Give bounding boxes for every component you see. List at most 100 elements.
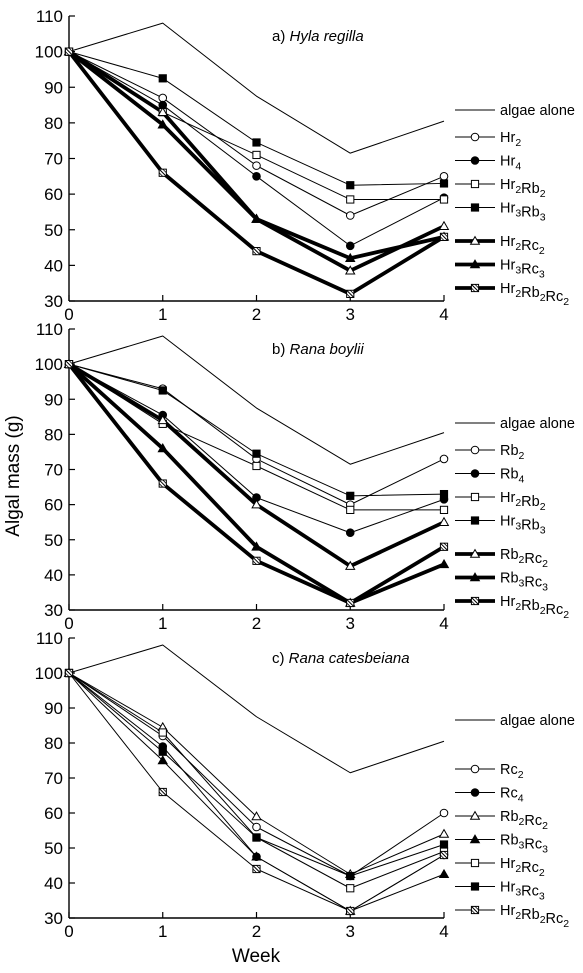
x-tick-label: 3 [346, 614, 355, 633]
y-tick-label: 110 [36, 7, 63, 26]
data-point [251, 541, 262, 551]
data-point [345, 211, 355, 220]
legend-label: Rb3Rc3 [500, 833, 548, 856]
x-tick-label: 0 [64, 305, 73, 324]
data-point [251, 499, 262, 509]
data-point [345, 528, 355, 538]
legend-label: Rb4 [500, 467, 525, 486]
legend-marker [470, 283, 480, 293]
data-point [345, 241, 355, 251]
series-line [68, 363, 445, 497]
data-point [64, 668, 74, 678]
legend-label: Rb2Rc2 [500, 547, 548, 570]
x-tick-label: 2 [252, 305, 261, 324]
legend-label: Hr3Rb3 [500, 514, 546, 537]
y-tick-label: 50 [44, 839, 63, 858]
x-tick-label: 4 [439, 922, 448, 941]
data-point [252, 864, 261, 874]
data-point [346, 906, 355, 916]
data-point [439, 172, 449, 181]
series-line [68, 22, 445, 154]
series-line [68, 672, 445, 877]
data-point [346, 195, 355, 204]
data-point [252, 461, 261, 471]
data-point [64, 360, 74, 369]
legend-marker [470, 882, 480, 891]
data-point [252, 822, 261, 832]
data-point [438, 828, 450, 838]
legend-label: Hr2Rc2 [500, 234, 545, 257]
legend-label: algae alone [500, 713, 575, 729]
legend-label: Hr2Rb2 [500, 490, 546, 513]
legend-label: Hr2Rc2 [500, 856, 545, 879]
data-point [158, 74, 167, 83]
legend-label: Hr2Rb2Rc2 [500, 281, 569, 308]
legend-marker [469, 810, 481, 820]
data-point [64, 47, 74, 56]
data-point [252, 138, 261, 147]
data-point [439, 232, 449, 241]
y-tick-label: 50 [44, 531, 63, 550]
data-point [251, 851, 262, 861]
legend-marker [470, 492, 480, 502]
y-tick-label: 100 [35, 43, 63, 62]
series-line [68, 672, 445, 875]
data-point [439, 454, 449, 464]
data-point [158, 386, 167, 395]
legend-marker [470, 132, 480, 142]
x-tick-label: 0 [64, 922, 73, 941]
y-axis-label: Algal mass (g) [3, 415, 24, 536]
x-axis-label: Week [232, 946, 281, 967]
data-point [252, 833, 261, 842]
panel-title: a) Hyla regilla [272, 28, 364, 45]
legend-label: Hr2Rb2 [500, 177, 546, 200]
data-point [439, 808, 449, 818]
panel-b: 30 40 50 60 70 80 90 100 110 0 1 2 3 4 b) Rana boylii a… [35, 320, 575, 633]
y-tick-label: 40 [44, 566, 63, 585]
y-tick-label: 90 [44, 78, 63, 97]
data-point [439, 840, 449, 849]
legend-label: Hr3Rb3 [500, 201, 546, 224]
panel-title: b) Rana boylii [272, 341, 364, 358]
legend-marker [470, 905, 480, 915]
legend-label: Hr4 [500, 154, 521, 173]
x-tick-label: 4 [439, 305, 448, 324]
y-tick-label: 80 [44, 734, 63, 753]
data-point [158, 787, 167, 797]
y-tick-label: 60 [44, 496, 63, 515]
legend-label: Rc4 [500, 786, 524, 805]
data-point [158, 728, 167, 737]
x-tick-label: 2 [252, 922, 261, 941]
legend-marker [470, 203, 480, 212]
y-tick-label: 80 [44, 114, 63, 133]
legend-marker [470, 858, 480, 868]
data-point [346, 884, 355, 893]
y-tick-label: 100 [35, 355, 63, 374]
y-tick-label: 30 [44, 292, 63, 311]
legend-marker [470, 788, 480, 797]
x-tick-label: 1 [158, 305, 167, 324]
legend-label: Hr2Rb2Rc2 [500, 903, 569, 930]
legend-marker [470, 445, 480, 455]
series-line [68, 51, 445, 216]
legend-label: Rc2 [500, 762, 524, 781]
data-point [252, 449, 261, 458]
legend-marker [469, 572, 481, 582]
data-point [438, 516, 450, 526]
x-tick-label: 2 [252, 614, 261, 633]
y-tick-label: 90 [44, 699, 63, 718]
legend-label: Hr3Rc3 [500, 880, 545, 903]
legend-label: Rb2 [500, 443, 525, 462]
legend-label: Rb2Rc2 [500, 809, 548, 832]
data-point [438, 868, 450, 879]
y-tick-label: 50 [44, 221, 63, 240]
legend-marker [470, 596, 480, 606]
legend-label: Hr2Rb2Rc2 [500, 594, 569, 621]
data-point [438, 558, 450, 569]
legend-label: algae alone [500, 103, 575, 119]
legend-marker [469, 548, 481, 558]
legend-label: Hr3Rc3 [500, 258, 545, 281]
y-tick-label: 30 [44, 601, 63, 620]
series-line [68, 644, 445, 774]
x-tick-label: 0 [64, 614, 73, 633]
